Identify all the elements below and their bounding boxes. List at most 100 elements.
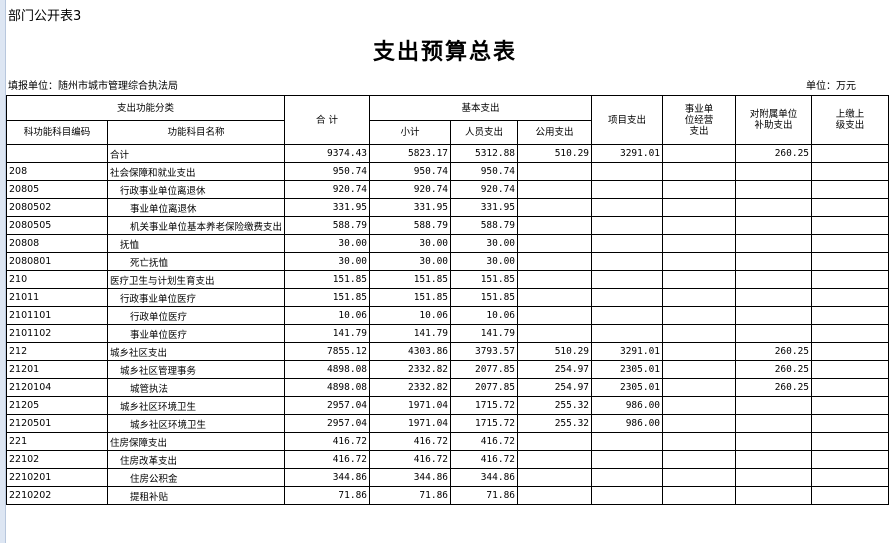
- cell-subtotal[interactable]: 71.86: [369, 486, 452, 505]
- cell-project[interactable]: [591, 198, 664, 217]
- cell-personnel[interactable]: 3793.57: [450, 342, 519, 361]
- cell-total[interactable]: 30.00: [284, 252, 371, 271]
- cell-subtotal[interactable]: 2332.82: [369, 360, 452, 379]
- cell-business[interactable]: [662, 162, 737, 181]
- cell-code[interactable]: 20808: [6, 234, 108, 253]
- cell-project[interactable]: 2305.01: [591, 378, 664, 397]
- cell-remit[interactable]: [811, 270, 890, 289]
- cell-public[interactable]: 255.32: [517, 414, 593, 433]
- cell-personnel[interactable]: 5312.88: [450, 144, 519, 163]
- cell-name[interactable]: 行政事业单位医疗: [106, 288, 286, 307]
- cell-business[interactable]: [662, 450, 737, 469]
- cell-subsidy[interactable]: [735, 198, 813, 217]
- cell-personnel[interactable]: 416.72: [450, 450, 519, 469]
- cell-subsidy[interactable]: [735, 252, 813, 271]
- cell-personnel[interactable]: 2077.85: [450, 378, 519, 397]
- cell-name[interactable]: 城乡社区环境卫生: [106, 414, 286, 433]
- cell-project[interactable]: [591, 288, 664, 307]
- cell-remit[interactable]: [811, 324, 890, 343]
- cell-business[interactable]: [662, 270, 737, 289]
- cell-subsidy[interactable]: [735, 468, 813, 487]
- cell-subtotal[interactable]: 4303.86: [369, 342, 452, 361]
- cell-subtotal[interactable]: 1971.04: [369, 414, 452, 433]
- cell-personnel[interactable]: 416.72: [450, 432, 519, 451]
- cell-code[interactable]: 20805: [6, 180, 108, 199]
- cell-total[interactable]: 331.95: [284, 198, 371, 217]
- cell-public[interactable]: 255.32: [517, 396, 593, 415]
- cell-code[interactable]: 221: [6, 432, 108, 451]
- cell-personnel[interactable]: 30.00: [450, 252, 519, 271]
- cell-code[interactable]: 21011: [6, 288, 108, 307]
- cell-remit[interactable]: [811, 144, 890, 163]
- cell-name[interactable]: 死亡抚恤: [106, 252, 286, 271]
- cell-subsidy[interactable]: [735, 396, 813, 415]
- cell-business[interactable]: [662, 414, 737, 433]
- cell-remit[interactable]: [811, 180, 890, 199]
- cell-remit[interactable]: [811, 450, 890, 469]
- cell-total[interactable]: 71.86: [284, 486, 371, 505]
- cell-project[interactable]: [591, 450, 664, 469]
- cell-business[interactable]: [662, 234, 737, 253]
- cell-personnel[interactable]: 1715.72: [450, 396, 519, 415]
- cell-total[interactable]: 151.85: [284, 288, 371, 307]
- cell-name[interactable]: 城管执法: [106, 378, 286, 397]
- cell-total[interactable]: 416.72: [284, 432, 371, 451]
- cell-code[interactable]: 2080505: [6, 216, 108, 235]
- cell-subsidy[interactable]: [735, 216, 813, 235]
- cell-business[interactable]: [662, 324, 737, 343]
- cell-code[interactable]: 22102: [6, 450, 108, 469]
- cell-personnel[interactable]: 141.79: [450, 324, 519, 343]
- cell-subtotal[interactable]: 151.85: [369, 270, 452, 289]
- cell-business[interactable]: [662, 306, 737, 325]
- cell-public[interactable]: 510.29: [517, 342, 593, 361]
- cell-project[interactable]: [591, 306, 664, 325]
- cell-total[interactable]: 2957.04: [284, 396, 371, 415]
- cell-subtotal[interactable]: 416.72: [369, 450, 452, 469]
- cell-public[interactable]: [517, 180, 593, 199]
- cell-business[interactable]: [662, 378, 737, 397]
- cell-personnel[interactable]: 10.06: [450, 306, 519, 325]
- cell-subsidy[interactable]: [735, 324, 813, 343]
- cell-name[interactable]: 城乡社区环境卫生: [106, 396, 286, 415]
- cell-name[interactable]: 抚恤: [106, 234, 286, 253]
- cell-subtotal[interactable]: 141.79: [369, 324, 452, 343]
- cell-code[interactable]: 2120104: [6, 378, 108, 397]
- cell-subtotal[interactable]: 920.74: [369, 180, 452, 199]
- cell-total[interactable]: 10.06: [284, 306, 371, 325]
- cell-code[interactable]: 21205: [6, 396, 108, 415]
- cell-public[interactable]: [517, 306, 593, 325]
- cell-project[interactable]: [591, 468, 664, 487]
- cell-code[interactable]: [6, 144, 108, 163]
- cell-public[interactable]: [517, 252, 593, 271]
- cell-remit[interactable]: [811, 234, 890, 253]
- cell-business[interactable]: [662, 252, 737, 271]
- cell-subsidy[interactable]: [735, 288, 813, 307]
- cell-name[interactable]: 社会保障和就业支出: [106, 162, 286, 181]
- cell-business[interactable]: [662, 216, 737, 235]
- cell-public[interactable]: [517, 324, 593, 343]
- cell-total[interactable]: 30.00: [284, 234, 371, 253]
- cell-remit[interactable]: [811, 216, 890, 235]
- cell-subtotal[interactable]: 5823.17: [369, 144, 452, 163]
- cell-business[interactable]: [662, 486, 737, 505]
- cell-remit[interactable]: [811, 396, 890, 415]
- cell-remit[interactable]: [811, 252, 890, 271]
- cell-total[interactable]: 950.74: [284, 162, 371, 181]
- cell-project[interactable]: [591, 234, 664, 253]
- cell-personnel[interactable]: 71.86: [450, 486, 519, 505]
- cell-name[interactable]: 行政事业单位离退休: [106, 180, 286, 199]
- cell-subtotal[interactable]: 416.72: [369, 432, 452, 451]
- cell-personnel[interactable]: 950.74: [450, 162, 519, 181]
- cell-project[interactable]: 986.00: [591, 414, 664, 433]
- cell-personnel[interactable]: 151.85: [450, 288, 519, 307]
- cell-project[interactable]: [591, 432, 664, 451]
- cell-business[interactable]: [662, 342, 737, 361]
- cell-subtotal[interactable]: 344.86: [369, 468, 452, 487]
- cell-public[interactable]: [517, 486, 593, 505]
- cell-remit[interactable]: [811, 342, 890, 361]
- cell-remit[interactable]: [811, 486, 890, 505]
- cell-project[interactable]: 3291.01: [591, 342, 664, 361]
- cell-code[interactable]: 2210201: [6, 468, 108, 487]
- cell-total[interactable]: 920.74: [284, 180, 371, 199]
- cell-remit[interactable]: [811, 162, 890, 181]
